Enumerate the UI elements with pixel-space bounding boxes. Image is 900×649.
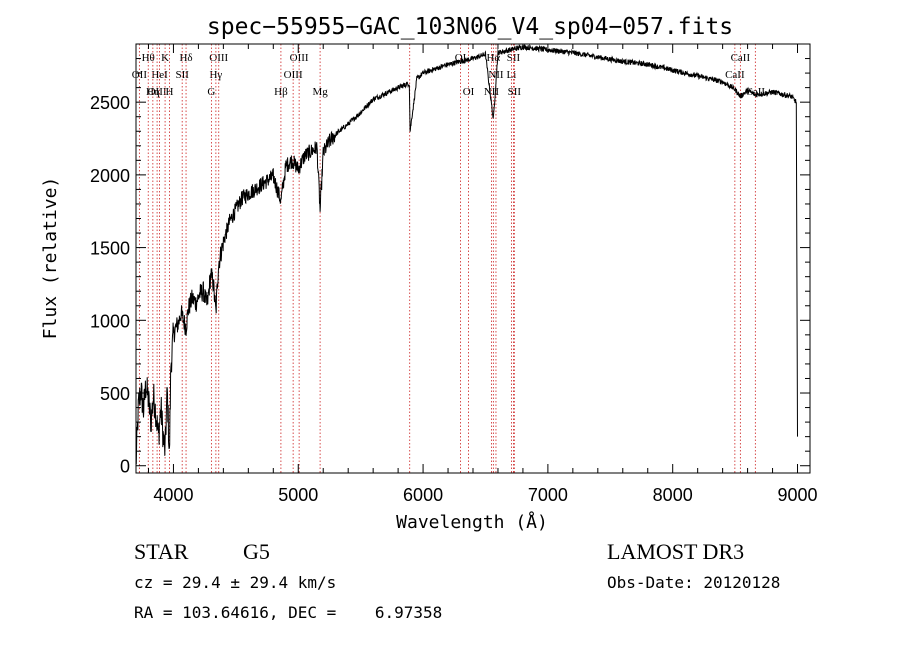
line-marker-label: OIII (148, 86, 167, 98)
line-marker-label: Hη (146, 86, 160, 98)
line-marker-label: OIII (284, 69, 303, 81)
line-marker-label: OI (463, 86, 475, 98)
x-tick-label: 5000 (278, 485, 318, 505)
x-tick-label: 4000 (153, 485, 193, 505)
line-marker-label: G (207, 86, 215, 98)
line-marker-label: Hθ (142, 52, 155, 64)
x-tick-label: 6000 (403, 485, 443, 505)
line-marker-label: SII (508, 86, 522, 98)
line-marker-label: OIII (209, 52, 228, 64)
line-marker-label: H (165, 86, 173, 98)
line-marker-label: HeI (151, 69, 168, 81)
y-tick-label: 1000 (90, 311, 130, 331)
x-tick-label: 9000 (777, 485, 817, 505)
spectral-class: STAR (134, 539, 189, 564)
y-tick-label: 500 (100, 384, 130, 404)
line-marker-label: OI (455, 52, 467, 64)
spectral-subclass: G5 (243, 539, 270, 564)
obs-date: Obs-Date: 20120128 (607, 573, 781, 592)
axes: 4000 5000 6000 7000 8000 9000 0 500 1000 1500 2000… (90, 44, 818, 505)
spectrum-line (135, 43, 798, 465)
x-axis-label: Wavelength (Å) (396, 511, 548, 533)
line-marker-label: Hδ (179, 52, 192, 64)
line-marker-label: CaII (725, 69, 745, 81)
line-marker-label: OIII (290, 52, 309, 64)
x-tick-label: 8000 (653, 485, 693, 505)
survey-name: LAMOST DR3 (607, 539, 745, 564)
line-marker-label: SII (507, 52, 521, 64)
line-marker-label: K (161, 52, 169, 64)
line-marker-label: SII (175, 69, 189, 81)
line-marker-label: Mg (312, 86, 328, 98)
y-tick-label: 1500 (90, 239, 130, 259)
coordinates: RA = 103.64616, DEC = 6.97358 (134, 603, 443, 622)
y-axis-label: Flux (relative) (40, 177, 61, 340)
line-marker-label: OII (132, 69, 148, 81)
line-marker-label: Hβ (274, 86, 288, 98)
y-tick-label: 2500 (90, 93, 130, 113)
line-marker-label: Li (507, 69, 517, 81)
line-marker-label: CaII (731, 52, 751, 64)
line-marker-label: Hγ (209, 69, 222, 81)
chart-title: spec−55955−GAC_103N06_V4_sp04−057.fits (207, 14, 733, 40)
plot-frame (135, 43, 811, 474)
series-group (135, 43, 798, 465)
x-tick-label: 7000 (528, 485, 568, 505)
line-marker-label: Hα (486, 52, 500, 64)
line-marker-label: NII (484, 86, 500, 98)
y-tick-label: 2000 (90, 166, 130, 186)
redshift-cz: cz = 29.4 ± 29.4 km/s (134, 573, 337, 592)
y-tick-label: 0 (120, 457, 130, 477)
